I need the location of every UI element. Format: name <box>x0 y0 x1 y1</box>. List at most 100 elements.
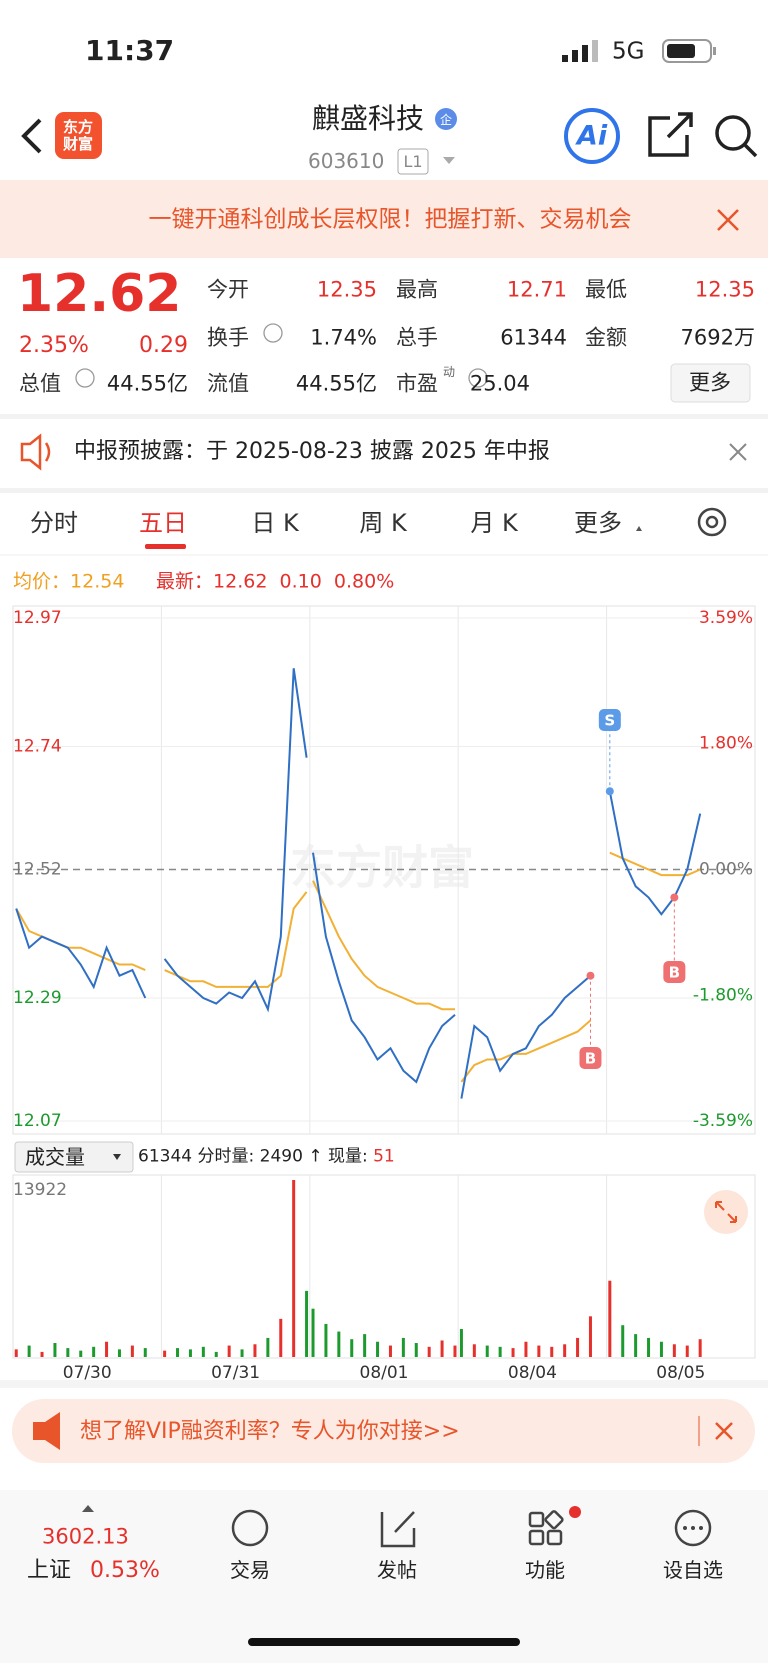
y-tick-label: 12.29 <box>13 988 62 1008</box>
y2-tick-label: 1.80% <box>699 733 753 753</box>
average-line <box>460 1019 592 1083</box>
dropdown-icon[interactable] <box>443 157 455 164</box>
volume-bar <box>163 1350 167 1357</box>
network: 5G <box>612 38 645 65</box>
x-tick-label: 07/31 <box>211 1363 260 1383</box>
clock: 11:37 <box>85 34 175 67</box>
volume-bar <box>672 1344 676 1357</box>
volume-bar <box>14 1349 18 1357</box>
volume-bar <box>511 1348 515 1357</box>
nav-item[interactable]: 功能 <box>525 1558 565 1582</box>
volume-bar <box>647 1337 651 1357</box>
badge-dot <box>569 1506 581 1518</box>
ad-bg[interactable] <box>12 1399 755 1463</box>
more-label[interactable]: 更多 <box>689 370 731 395</box>
total-volume: 61344 <box>138 1146 193 1167</box>
volume-bar <box>485 1345 489 1357</box>
index-value: 3602.13 <box>42 1524 129 1549</box>
banner-text[interactable]: 一键开通科创成长层权限！把握打新、交易机会 <box>148 206 632 233</box>
volume-bar <box>143 1348 147 1357</box>
ad-close[interactable] <box>715 1422 733 1440</box>
tab[interactable]: 五日 <box>139 509 187 537</box>
field-value: 7692万 <box>680 325 755 350</box>
settings-button[interactable] <box>697 507 727 537</box>
y-tick-label: 12.52 <box>13 860 62 880</box>
field-value: 61344 <box>500 325 567 350</box>
volume-bar <box>537 1345 541 1357</box>
field-label: 最高 <box>396 277 438 302</box>
tab[interactable]: 分时 <box>30 509 78 537</box>
field-value: 1.74% <box>310 325 377 350</box>
marker-label: B <box>585 1050 596 1068</box>
volume-selector[interactable] <box>14 1141 134 1173</box>
field-value: 44.55亿 <box>106 371 188 396</box>
slice-volume: 2490 <box>259 1146 303 1167</box>
ad-text[interactable]: 想了解VIP融资利率？专人为你对接>> <box>80 1419 460 1444</box>
marker-dot <box>605 787 614 796</box>
volume-bar <box>40 1351 44 1357</box>
volume-bar <box>608 1280 612 1357</box>
ai-label[interactable]: Ai <box>576 120 608 152</box>
volume-bar <box>472 1344 476 1357</box>
volume-bar <box>253 1344 257 1357</box>
volume-bar <box>324 1323 328 1357</box>
field-value: 12.71 <box>506 277 567 302</box>
index-arrow <box>82 1505 94 1512</box>
banner-close[interactable] <box>717 209 739 231</box>
field-value: 44.55亿 <box>295 371 377 396</box>
back-button[interactable] <box>21 118 42 154</box>
nav-item[interactable]: 交易 <box>230 1558 270 1582</box>
last-value: 12.62 <box>213 570 268 593</box>
volume-bar <box>498 1346 502 1357</box>
expand-button[interactable] <box>704 1190 748 1234</box>
search-button[interactable] <box>715 115 758 158</box>
tab[interactable]: 月 K <box>470 509 518 537</box>
volume-selector-label[interactable]: 成交量 <box>25 1145 85 1169</box>
field-label: 金额 <box>585 325 627 350</box>
y2-tick-label: 3.59% <box>699 608 753 628</box>
field-sup: 动 <box>443 365 456 379</box>
volume-bar <box>292 1180 296 1357</box>
volume-info: 61344 分时量: 2490 ↑ 现量: 51 <box>138 1146 395 1167</box>
notice-text[interactable]: 中报预披露：于 2025-08-23 披露 2025 年中报 <box>74 439 550 464</box>
volume-bar <box>440 1340 444 1357</box>
tab[interactable]: 更多 <box>574 509 622 537</box>
volume-bar <box>188 1349 192 1357</box>
volume-bar <box>659 1341 663 1357</box>
level: L1 <box>403 152 423 171</box>
notice-close[interactable] <box>729 443 747 461</box>
now-label: 现量: <box>327 1146 368 1167</box>
avg-value: 12.54 <box>70 570 125 593</box>
average-line <box>312 880 455 1011</box>
now-volume: 51 <box>373 1146 395 1167</box>
more-button[interactable] <box>670 363 751 403</box>
volume-bar <box>621 1325 625 1357</box>
volume-bar <box>350 1339 354 1357</box>
volume-bar <box>427 1346 431 1357</box>
ai-button[interactable] <box>564 108 620 164</box>
share-button[interactable] <box>648 112 693 157</box>
tab[interactable]: 周 K <box>359 509 407 537</box>
volume-bar <box>305 1290 309 1357</box>
volume-bar <box>376 1341 380 1357</box>
badge-bg <box>435 108 457 130</box>
volume-tick-label: 13922 <box>13 1180 67 1200</box>
avg-legend: 均价：12.54 <box>13 570 125 593</box>
volume-bar <box>92 1346 96 1357</box>
last-pct: 0.80% <box>333 570 395 593</box>
home-indicator[interactable] <box>248 1638 520 1646</box>
field-value: 12.35 <box>316 277 377 302</box>
x-tick-label: 07/30 <box>63 1363 112 1383</box>
x-tick-label: 08/04 <box>508 1363 557 1383</box>
tab-indicator <box>145 544 186 549</box>
tab[interactable]: 日 K <box>251 509 299 537</box>
volume-bar <box>214 1351 218 1357</box>
separator <box>0 488 768 493</box>
nav-item[interactable]: 设自选 <box>663 1558 723 1582</box>
index-name: 上证 <box>27 1558 72 1583</box>
nav-icons <box>231 1509 712 1548</box>
nav-item[interactable]: 发帖 <box>377 1558 417 1582</box>
volume-bar <box>414 1343 418 1357</box>
marker-box <box>663 961 686 983</box>
